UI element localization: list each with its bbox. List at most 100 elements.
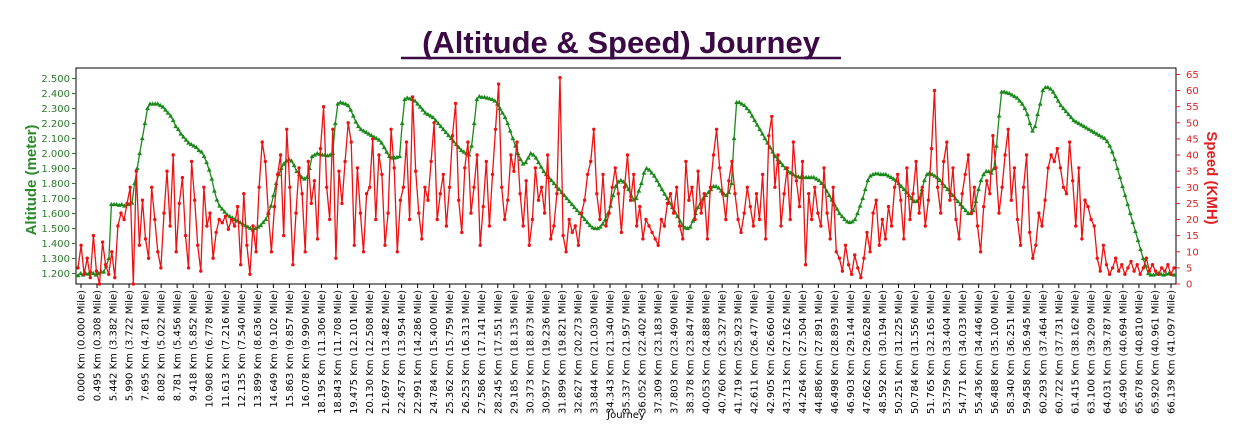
left-tick-label: 2.500 (41, 74, 70, 85)
speed-point (1040, 224, 1044, 228)
speed-point (196, 243, 200, 247)
altitude-point (1055, 98, 1061, 103)
altitude-point (358, 126, 364, 132)
speed-point (641, 237, 645, 241)
speed-point (662, 224, 667, 228)
altitude-point (245, 224, 251, 229)
speed-point (321, 105, 326, 109)
altitude-point (1086, 126, 1092, 132)
altitude-point (556, 186, 562, 192)
altitude-point (461, 149, 467, 154)
altitude-point (639, 180, 644, 186)
speed-point (76, 266, 80, 270)
speed-point (328, 217, 332, 222)
speed-point (767, 134, 771, 138)
speed-point (91, 233, 96, 238)
speed-point (727, 179, 731, 183)
speed-point (150, 185, 154, 189)
altitude-point (1017, 98, 1022, 103)
speed-point (1000, 185, 1004, 189)
speed-point (466, 140, 470, 144)
altitude-point (384, 149, 390, 154)
speed-point (251, 224, 255, 228)
speed-point (254, 250, 258, 254)
altitude-point (757, 126, 763, 132)
speed-point (371, 137, 375, 141)
altitude-point (502, 114, 508, 120)
altitude-point (1125, 201, 1131, 207)
speed-point (380, 172, 384, 177)
speed-point (564, 250, 568, 254)
speed-point (831, 185, 835, 189)
altitude-point (963, 207, 968, 213)
altitude-point (898, 183, 904, 189)
speed-point (819, 224, 823, 228)
speed-point (699, 211, 703, 215)
altitude-point (271, 192, 276, 198)
speed-point (171, 153, 175, 157)
altitude-point (811, 174, 817, 180)
altitude-point (654, 177, 660, 183)
altitude-point (101, 269, 107, 274)
speed-point (1123, 272, 1127, 276)
speed-point (472, 185, 476, 189)
speed-point (1064, 192, 1069, 196)
altitude-point (518, 156, 523, 162)
x-tick-label: 30.373 Km (18.873 Mile) (525, 290, 536, 414)
speed-point (1120, 263, 1124, 267)
altitude-point (338, 99, 343, 105)
speed-point (613, 166, 617, 170)
altitude-point (361, 128, 366, 133)
altitude-point (366, 131, 372, 136)
speed-point (475, 153, 479, 157)
speed-point (242, 192, 246, 196)
x-tick-label: 55.436 Km (34.446 Mile) (974, 290, 985, 414)
speed-point (776, 153, 780, 157)
altitude-point (175, 126, 181, 132)
speed-point (579, 211, 584, 215)
speed-point (874, 198, 878, 202)
speed-point (687, 198, 691, 202)
speed-point (143, 237, 148, 241)
speed-point (325, 185, 329, 189)
altitude-point (438, 123, 444, 129)
altitude-point (353, 119, 359, 124)
speed-point (693, 217, 697, 222)
speed-point (1138, 272, 1142, 276)
altitude-point (350, 113, 356, 118)
speed-point (589, 159, 593, 164)
altitude-point (433, 117, 438, 123)
altitude-point (199, 149, 204, 154)
left-tick-label: 2.100 (41, 134, 70, 145)
speed-point (131, 282, 135, 286)
speed-point (840, 269, 845, 273)
speed-point (509, 153, 513, 157)
altitude-point (1001, 89, 1007, 94)
speed-point (361, 250, 366, 254)
altitude-point (209, 176, 215, 181)
speed-point (377, 153, 381, 157)
speed-point (920, 185, 924, 189)
x-tick-label: 27.586 Km (17.141 Mile) (477, 290, 488, 414)
speed-point (487, 224, 492, 228)
altitude-point (425, 111, 431, 117)
speed-point (1147, 269, 1152, 273)
altitude-point (268, 203, 274, 208)
altitude-point (528, 150, 534, 156)
speed-point (312, 179, 317, 183)
speed-point (573, 224, 577, 228)
altitude-point (687, 224, 693, 229)
altitude-point (1094, 131, 1100, 136)
altitude-point (1079, 122, 1084, 127)
speed-point (871, 211, 875, 215)
altitude-point (469, 143, 474, 148)
speed-point (1034, 243, 1038, 247)
altitude-point (651, 173, 657, 178)
speed-point (159, 266, 163, 270)
altitude-point (178, 131, 184, 136)
altitude-point (839, 213, 845, 219)
right-tick-label: 60 (1186, 86, 1199, 97)
speed-point (926, 198, 931, 202)
altitude-point (415, 101, 420, 106)
altitude-point (538, 164, 544, 169)
